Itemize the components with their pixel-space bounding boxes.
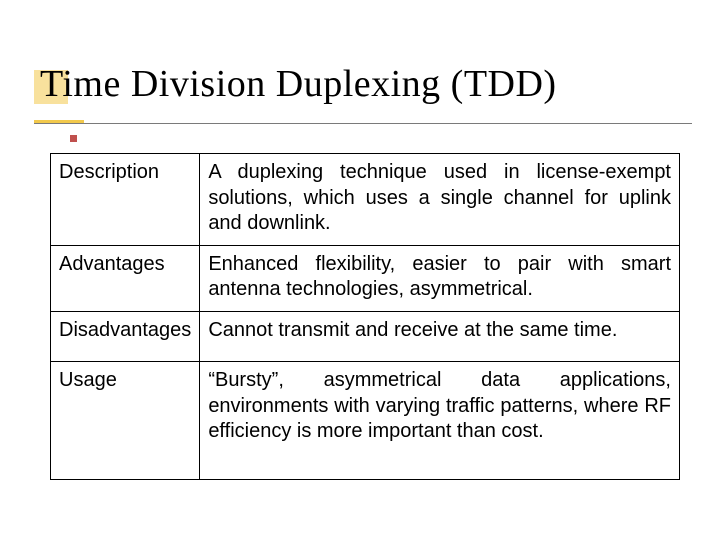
- underline-line: [34, 123, 692, 124]
- cell-label-advantages: Advantages: [51, 245, 200, 311]
- title-block: Time Division Duplexing (TDD): [40, 62, 690, 106]
- cell-label-usage: Usage: [51, 361, 200, 479]
- table-row: Advantages Enhanced flexibility, easier …: [51, 245, 680, 311]
- cell-label-description: Description: [51, 154, 200, 246]
- content-table: Description A duplexing technique used i…: [50, 153, 680, 480]
- table-row: Description A duplexing technique used i…: [51, 154, 680, 246]
- slide: Time Division Duplexing (TDD) Descriptio…: [0, 0, 720, 540]
- cell-value-disadvantages: Cannot transmit and receive at the same …: [200, 311, 680, 361]
- cell-value-description: A duplexing technique used in license-ex…: [200, 154, 680, 246]
- cell-value-usage: “Bursty”, asymmetrical data applications…: [200, 361, 680, 479]
- bullet-icon: [70, 135, 77, 142]
- cell-label-disadvantages: Disadvantages: [51, 311, 200, 361]
- page-title: Time Division Duplexing (TDD): [40, 62, 690, 106]
- cell-value-advantages: Enhanced flexibility, easier to pair wit…: [200, 245, 680, 311]
- table-row: Usage “Bursty”, asymmetrical data applic…: [51, 361, 680, 479]
- table-row: Disadvantages Cannot transmit and receiv…: [51, 311, 680, 361]
- title-underline: [34, 120, 692, 123]
